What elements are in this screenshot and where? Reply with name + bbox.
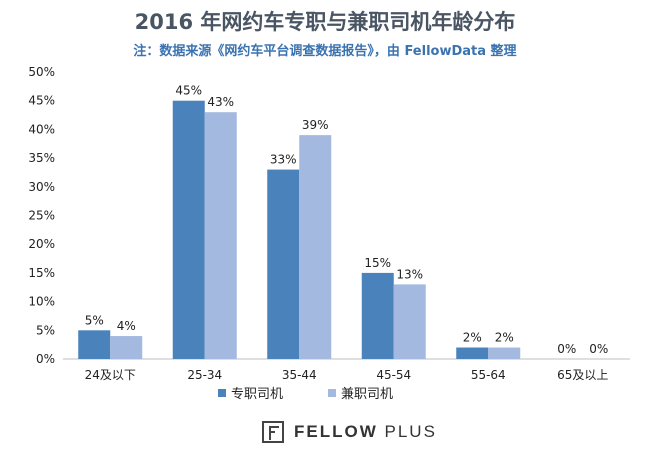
bar-parttime <box>393 284 426 359</box>
data-label: 43% <box>207 95 234 109</box>
y-tick-label: 35% <box>28 151 55 165</box>
x-category-label: 24及以下 <box>85 368 136 382</box>
data-label: 5% <box>85 313 104 327</box>
fellow-plus-logo-icon <box>262 421 284 443</box>
data-label: 39% <box>302 118 329 132</box>
x-category-label: 35-44 <box>282 368 317 382</box>
y-tick-label: 40% <box>28 122 55 136</box>
data-label: 13% <box>396 267 423 281</box>
y-tick-label: 15% <box>28 266 55 280</box>
bar-fulltime <box>267 169 300 359</box>
fellow-plus-logo: FELLOW PLUS <box>262 418 437 446</box>
data-label: 0% <box>557 342 576 356</box>
bar-fulltime <box>172 100 205 359</box>
legend-label: 兼职司机 <box>341 387 393 402</box>
legend-swatch-fulltime <box>218 389 226 397</box>
data-label: 45% <box>175 84 202 98</box>
data-label: 33% <box>270 153 297 167</box>
bar-parttime <box>204 112 237 360</box>
data-label: 0% <box>589 342 608 356</box>
bar-fulltime <box>78 330 111 359</box>
x-category-label: 25-34 <box>187 368 222 382</box>
bar-parttime <box>299 135 332 359</box>
y-tick-label: 25% <box>28 209 55 223</box>
logo-brand: FELLOW <box>294 422 378 441</box>
logo-suffix: PLUS <box>384 422 437 441</box>
data-label: 2% <box>463 331 482 345</box>
y-tick-label: 5% <box>36 323 55 337</box>
data-label: 2% <box>495 331 514 345</box>
x-category-label: 65及以上 <box>557 368 608 382</box>
y-tick-label: 0% <box>36 352 55 366</box>
bar-fulltime <box>361 272 394 359</box>
y-tick-label: 10% <box>28 295 55 309</box>
legend-swatch-parttime <box>328 389 336 397</box>
bar-fulltime <box>456 347 489 359</box>
y-tick-label: 50% <box>28 65 55 79</box>
y-tick-label: 30% <box>28 180 55 194</box>
chart-title: 2016 年网约车专职与兼职司机年龄分布 <box>134 10 516 34</box>
data-label: 4% <box>117 319 136 333</box>
bar-parttime <box>488 347 521 359</box>
logo-text: FELLOW PLUS <box>294 422 437 442</box>
x-category-label: 55-64 <box>471 368 506 382</box>
y-tick-label: 45% <box>28 94 55 108</box>
y-tick-label: 20% <box>28 237 55 251</box>
legend-label: 专职司机 <box>231 387 283 402</box>
chart-subtitle: 注：数据来源《网约车平台调查数据报告》，由 FellowData 整理 <box>133 44 517 59</box>
bar-parttime <box>110 336 143 359</box>
x-category-label: 45-54 <box>376 368 411 382</box>
data-label: 15% <box>364 256 391 270</box>
